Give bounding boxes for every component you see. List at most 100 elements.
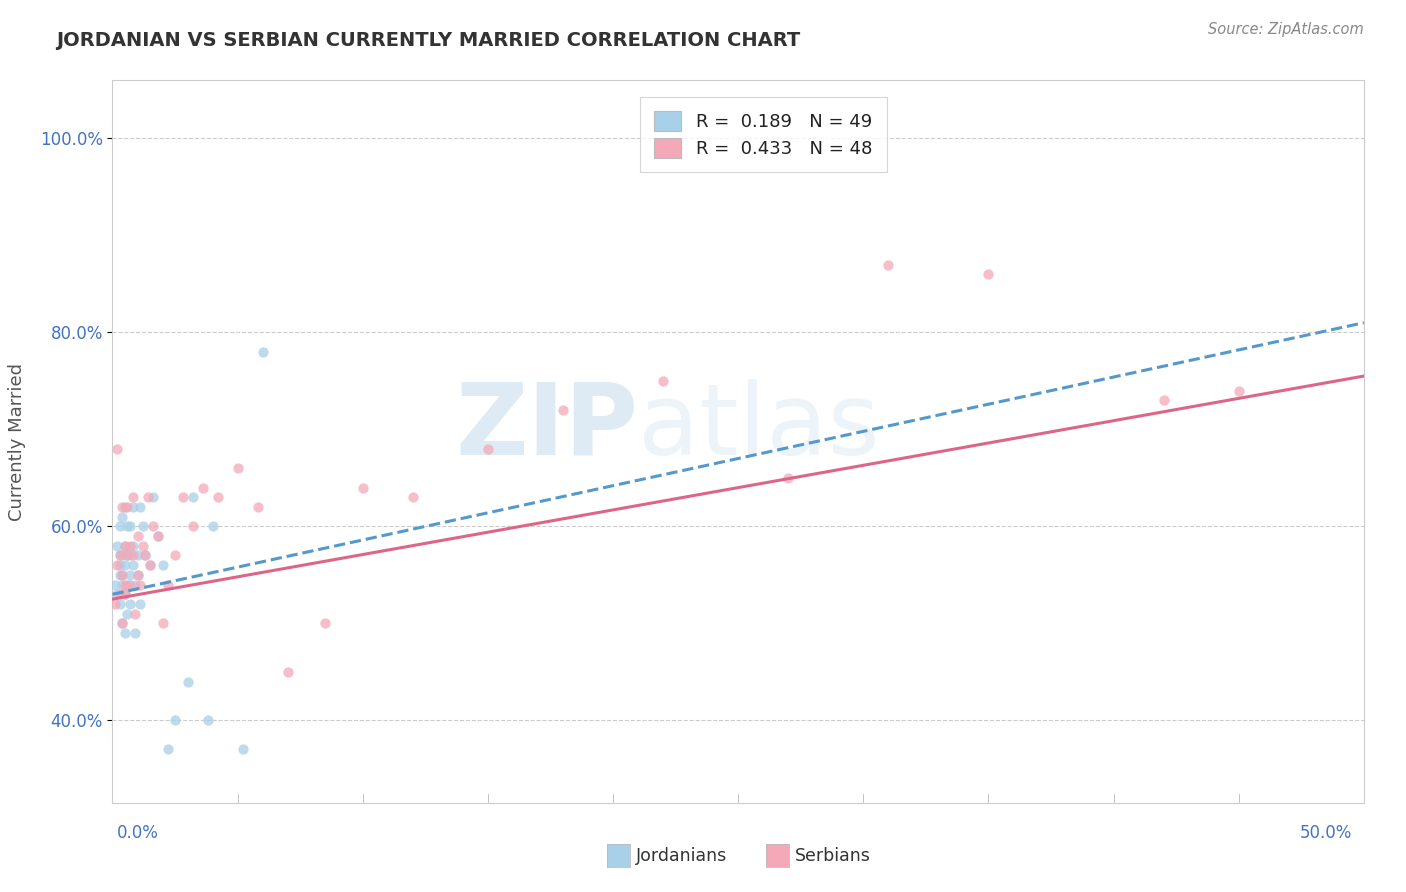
- Point: [111, 500, 134, 514]
- Point: [977, 267, 1000, 281]
- Point: [111, 577, 134, 591]
- Point: [252, 344, 274, 359]
- Point: [352, 481, 374, 495]
- Point: [107, 587, 129, 601]
- Point: [111, 549, 134, 563]
- Point: [107, 442, 129, 456]
- Point: [117, 519, 139, 533]
- Text: 50.0%: 50.0%: [1301, 824, 1353, 842]
- Point: [141, 519, 163, 533]
- Point: [129, 597, 152, 611]
- Point: [551, 403, 574, 417]
- Point: [176, 674, 198, 689]
- Point: [652, 374, 675, 388]
- Point: [207, 491, 229, 505]
- Point: [104, 597, 127, 611]
- Point: [181, 519, 204, 533]
- Point: [108, 587, 131, 601]
- Point: [118, 567, 141, 582]
- Text: ZIP: ZIP: [456, 378, 638, 475]
- Point: [314, 616, 336, 631]
- Text: JORDANIAN VS SERBIAN CURRENTLY MARRIED CORRELATION CHART: JORDANIAN VS SERBIAN CURRENTLY MARRIED C…: [56, 31, 800, 50]
- Point: [108, 597, 131, 611]
- Point: [107, 558, 129, 573]
- Point: [402, 491, 425, 505]
- Point: [1227, 384, 1250, 398]
- Point: [111, 567, 134, 582]
- Point: [131, 519, 153, 533]
- Point: [118, 597, 141, 611]
- Point: [108, 519, 131, 533]
- Point: [124, 626, 146, 640]
- Point: [201, 519, 224, 533]
- Point: [117, 549, 139, 563]
- Point: [121, 539, 143, 553]
- Point: [129, 577, 152, 591]
- Point: [118, 539, 141, 553]
- Point: [127, 567, 149, 582]
- Point: [108, 549, 131, 563]
- Point: [146, 529, 169, 543]
- Text: atlas: atlas: [638, 378, 880, 475]
- Point: [114, 539, 136, 553]
- Point: [226, 461, 249, 475]
- Point: [108, 558, 131, 573]
- Point: [139, 558, 162, 573]
- Point: [197, 714, 219, 728]
- Point: [111, 567, 134, 582]
- Point: [114, 626, 136, 640]
- Point: [277, 665, 299, 679]
- Point: [118, 577, 141, 591]
- Point: [121, 491, 143, 505]
- Point: [107, 539, 129, 553]
- Point: [118, 519, 141, 533]
- Point: [121, 549, 143, 563]
- Point: [134, 549, 156, 563]
- Point: [111, 616, 134, 631]
- Point: [181, 491, 204, 505]
- Point: [127, 567, 149, 582]
- Point: [114, 500, 136, 514]
- Point: [131, 539, 153, 553]
- Text: Jordanians: Jordanians: [636, 847, 727, 865]
- Point: [127, 549, 149, 563]
- Point: [152, 558, 174, 573]
- Y-axis label: Currently Married: Currently Married: [8, 362, 25, 521]
- Point: [114, 539, 136, 553]
- Point: [114, 577, 136, 591]
- Point: [111, 509, 134, 524]
- Point: [117, 577, 139, 591]
- Point: [172, 491, 194, 505]
- Point: [246, 500, 269, 514]
- Point: [124, 577, 146, 591]
- Point: [134, 549, 156, 563]
- Point: [114, 587, 136, 601]
- Point: [129, 500, 152, 514]
- Point: [139, 558, 162, 573]
- Point: [124, 607, 146, 621]
- Point: [114, 558, 136, 573]
- Point: [156, 742, 179, 756]
- Point: [156, 577, 179, 591]
- Point: [117, 607, 139, 621]
- Point: [127, 529, 149, 543]
- Point: [778, 471, 800, 485]
- Point: [108, 567, 131, 582]
- Point: [117, 500, 139, 514]
- Point: [114, 587, 136, 601]
- Point: [877, 258, 900, 272]
- Point: [232, 742, 254, 756]
- Legend: R =  0.189   N = 49, R =  0.433   N = 48: R = 0.189 N = 49, R = 0.433 N = 48: [640, 96, 887, 172]
- Point: [111, 616, 134, 631]
- Text: Serbians: Serbians: [794, 847, 870, 865]
- Point: [191, 481, 214, 495]
- Point: [152, 616, 174, 631]
- Point: [1153, 393, 1175, 408]
- Point: [477, 442, 499, 456]
- Point: [117, 549, 139, 563]
- Point: [163, 714, 186, 728]
- Point: [108, 549, 131, 563]
- Point: [163, 549, 186, 563]
- Text: Source: ZipAtlas.com: Source: ZipAtlas.com: [1208, 22, 1364, 37]
- Point: [141, 491, 163, 505]
